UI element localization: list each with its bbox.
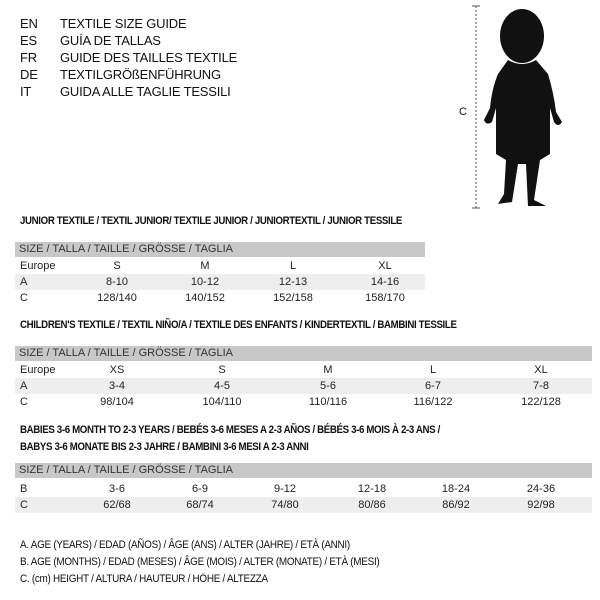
table-cell: 116/122 [413, 396, 453, 408]
language-code: DE [20, 67, 38, 82]
table-cell: 98/104 [100, 396, 134, 408]
table-cell: 12-13 [278, 276, 308, 288]
table-cell: XS [109, 364, 125, 376]
table-cell: 92/98 [527, 499, 555, 511]
language-title: GUÍA DE TALLAS [60, 33, 161, 48]
children-title: CHILDREN'S TEXTILE / TEXTIL NIÑO/A / TEX… [20, 319, 457, 331]
table-cell: 6-9 [192, 483, 208, 495]
table-row: B 3-6 6-9 9-12 12-18 18-24 24-36 [15, 481, 592, 497]
table-cell: 18-24 [441, 483, 471, 495]
table-cell: L [289, 260, 297, 272]
table-cell: 122/128 [521, 396, 561, 408]
table-cell: 12-18 [357, 483, 387, 495]
table-cell: S [113, 260, 121, 272]
table-row: C 128/140 140/152 152/158 158/170 [15, 290, 425, 306]
row-label: Europe [20, 364, 56, 376]
table-cell: M [200, 260, 210, 272]
table-cell: 14-16 [370, 276, 400, 288]
table-cell: XL [534, 364, 548, 376]
legend-c: C. (cm) HEIGHT / ALTURA / HAUTEUR / HÖHE… [20, 573, 268, 585]
legend-b: B. AGE (MONTHS) / EDAD (MESES) / ÂGE (MO… [20, 556, 380, 568]
language-title: TEXTILGRÖßENFÜHRUNG [60, 67, 221, 82]
table-cell: 3-6 [109, 483, 125, 495]
table-cell: 5-6 [320, 380, 336, 392]
table-cell: L [429, 364, 437, 376]
table-cell: XL [378, 260, 392, 272]
table-cell: 62/68 [103, 499, 131, 511]
table-cell: 8-10 [105, 276, 129, 288]
table-row: A 3-4 4-5 5-6 6-7 7-8 [15, 378, 592, 394]
table-cell: 80/86 [358, 499, 386, 511]
table-cell: 152/158 [273, 292, 313, 304]
table-cell: 9-12 [273, 483, 297, 495]
table-cell: 24-36 [526, 483, 556, 495]
language-title: TEXTILE SIZE GUIDE [60, 16, 187, 31]
table-cell: 74/80 [271, 499, 299, 511]
language-title: GUIDA ALLE TAGLIE TESSILI [60, 84, 231, 99]
babies-size-header: SIZE / TALLA / TAILLE / GRÖSSE / TAGLIA [15, 463, 592, 478]
table-cell: 6-7 [425, 380, 441, 392]
table-cell: 3-4 [109, 380, 125, 392]
table-cell: 140/152 [185, 292, 225, 304]
language-code: ES [20, 33, 37, 48]
children-size-header: SIZE / TALLA / TAILLE / GRÖSSE / TAGLIA [15, 346, 592, 361]
table-cell: 86/92 [442, 499, 470, 511]
table-cell: 128/140 [97, 292, 137, 304]
language-code: EN [20, 16, 38, 31]
child-silhouette-icon [472, 5, 562, 209]
row-label: C [20, 499, 28, 511]
table-cell: 158/170 [365, 292, 405, 304]
language-code: FR [20, 50, 37, 65]
table-cell: 10-12 [190, 276, 220, 288]
table-row: A 8-10 10-12 12-13 14-16 [15, 274, 425, 290]
table-cell: 7-8 [533, 380, 549, 392]
row-label: Europe [20, 260, 56, 272]
babies-title-line2: BABYS 3-6 MONATE BIS 2-3 JAHRE / BAMBINI… [20, 441, 309, 453]
row-label: C [20, 396, 28, 408]
legend-a: A. AGE (YEARS) / EDAD (AÑOS) / ÂGE (ANS)… [20, 539, 350, 551]
table-cell: S [218, 364, 226, 376]
table-cell: 68/74 [186, 499, 214, 511]
language-code: IT [20, 84, 32, 99]
table-row: C 98/104 104/110 110/116 116/122 122/128 [15, 394, 592, 410]
table-cell: M [323, 364, 333, 376]
table-row: Europe XS S M L XL [15, 362, 592, 378]
junior-size-header: SIZE / TALLA / TAILLE / GRÖSSE / TAGLIA [15, 242, 425, 257]
row-label: C [20, 292, 28, 304]
row-label: A [20, 380, 28, 392]
figure-label: C [459, 106, 467, 118]
table-row: C 62/68 68/74 74/80 80/86 86/92 92/98 [15, 497, 592, 513]
babies-title-line1: BABIES 3-6 MONTH TO 2-3 YEARS / BEBÉS 3-… [20, 424, 440, 436]
junior-title: JUNIOR TEXTILE / TEXTIL JUNIOR/ TEXTILE … [20, 215, 403, 227]
language-title: GUIDE DES TAILLES TEXTILE [60, 50, 238, 65]
row-label: B [20, 483, 28, 495]
table-row: Europe S M L XL [15, 258, 425, 274]
row-label: A [20, 276, 28, 288]
table-cell: 4-5 [214, 380, 230, 392]
table-cell: 110/116 [308, 396, 348, 408]
table-cell: 104/110 [202, 396, 242, 408]
